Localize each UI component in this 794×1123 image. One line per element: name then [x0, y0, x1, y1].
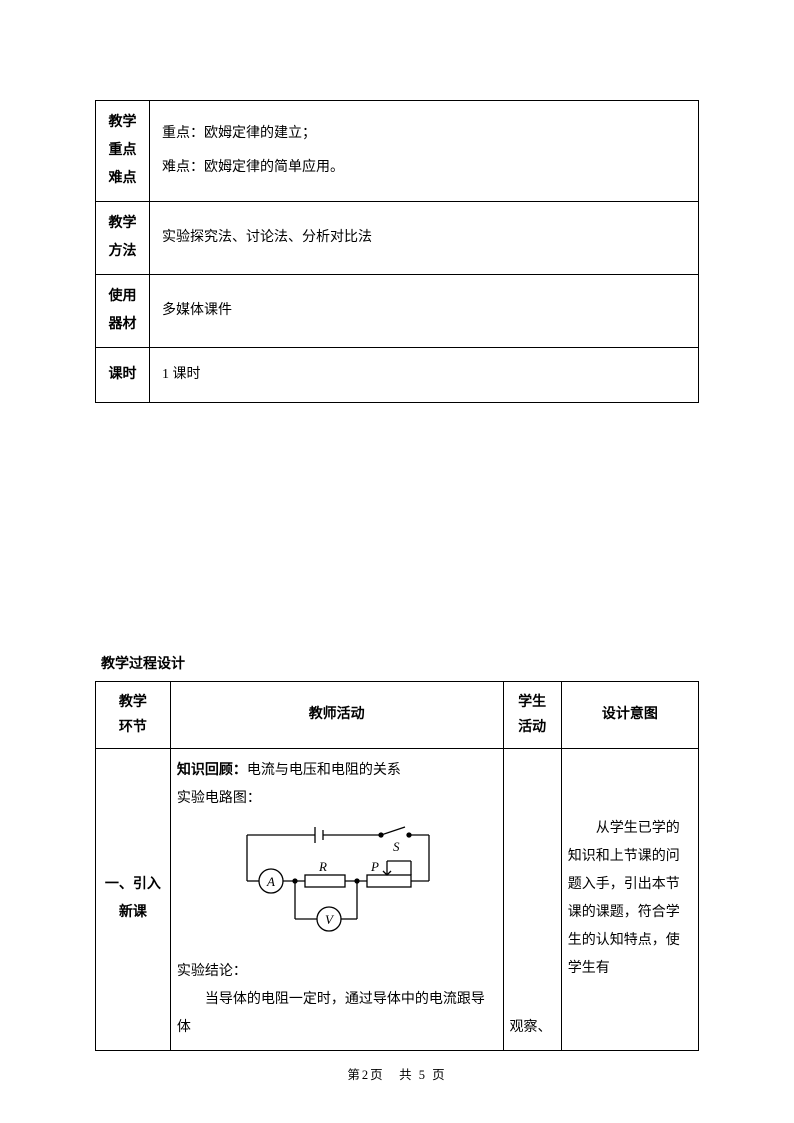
- footer-current: 2: [362, 1068, 370, 1082]
- section-title: 教学过程设计: [101, 653, 699, 673]
- label-a: A: [266, 874, 275, 889]
- row-content: 重点：欧姆定律的建立；难点：欧姆定律的简单应用。: [150, 101, 699, 202]
- table-row: 教学重点难点 重点：欧姆定律的建立；难点：欧姆定律的简单应用。: [96, 101, 699, 202]
- label-text: 使用器材: [109, 289, 137, 332]
- label-text: 教学方法: [109, 216, 137, 259]
- header-text: 设计意图: [602, 707, 658, 722]
- row-label: 教学重点难点: [96, 101, 150, 202]
- footer-prefix: 第: [347, 1068, 362, 1082]
- student-text: 观察、: [510, 1020, 552, 1035]
- table-row: 使用器材 多媒体课件: [96, 275, 699, 348]
- content-text: 多媒体课件: [162, 303, 232, 318]
- row-content: 多媒体课件: [150, 275, 699, 348]
- header-intent: 设计意图: [561, 681, 698, 748]
- footer-suffix: 页: [427, 1068, 447, 1082]
- table-row: 课时 1 课时: [96, 348, 699, 403]
- header-text: 教师活动: [309, 707, 365, 722]
- teacher-line: 实验电路图：: [177, 785, 497, 813]
- label-s: S: [393, 839, 400, 854]
- page-footer: 第2页 共 5 页: [0, 1064, 794, 1083]
- teacher-line: 当导体的电阻一定时，通过导体中的电流跟导体: [177, 986, 497, 1042]
- intent-text: 从学生已学的知识和上节课的问题入手，引出本节课的课题，符合学生的认知特点，使学生…: [568, 821, 680, 976]
- summary-table: 教学重点难点 重点：欧姆定律的建立；难点：欧姆定律的简单应用。 教学方法 实验探…: [95, 100, 699, 403]
- circuit-diagram: S A R P V: [177, 819, 497, 948]
- label-p: P: [370, 859, 379, 874]
- intent-cell: 从学生已学的知识和上节课的问题入手，引出本节课的课题，符合学生的认知特点，使学生…: [561, 748, 698, 1050]
- teacher-line: 知识回顾：电流与电压和电阻的关系: [177, 757, 497, 785]
- row-label: 使用器材: [96, 275, 150, 348]
- row-label: 课时: [96, 348, 150, 403]
- circuit-svg: S A R P V: [219, 819, 455, 937]
- row-content: 1 课时: [150, 348, 699, 403]
- content-text: 实验探究法、讨论法、分析对比法: [162, 230, 372, 245]
- label-r: R: [318, 859, 327, 874]
- table-row: 教学方法 实验探究法、讨论法、分析对比法: [96, 202, 699, 275]
- table-header-row: 教学环节 教师活动 学生活动 设计意图: [96, 681, 699, 748]
- teacher-line: 实验结论：: [177, 958, 497, 986]
- stage-text: 一、引入新课: [105, 877, 161, 920]
- process-table: 教学环节 教师活动 学生活动 设计意图 一、引入新课 知识回顾：电流与电压和电阻…: [95, 681, 699, 1051]
- header-stage: 教学环节: [96, 681, 171, 748]
- teacher-lead-rest: 电流与电压和电阻的关系: [247, 763, 401, 778]
- label-text: 教学重点难点: [109, 115, 137, 186]
- content-text: 1 课时: [162, 367, 201, 382]
- header-teacher: 教师活动: [170, 681, 503, 748]
- teacher-cell: 知识回顾：电流与电压和电阻的关系 实验电路图：: [170, 748, 503, 1050]
- teacher-lead-bold: 知识回顾：: [177, 763, 247, 778]
- label-text: 课时: [109, 367, 137, 382]
- footer-total: 5: [419, 1068, 427, 1082]
- row-content: 实验探究法、讨论法、分析对比法: [150, 202, 699, 275]
- header-student: 学生活动: [503, 681, 561, 748]
- content-text: 重点：欧姆定律的建立；难点：欧姆定律的简单应用。: [162, 126, 344, 175]
- student-cell: 观察、: [503, 748, 561, 1050]
- footer-mid: 页 共: [370, 1068, 419, 1082]
- header-text: 学生活动: [518, 695, 546, 735]
- label-v: V: [325, 912, 335, 927]
- stage-cell: 一、引入新课: [96, 748, 171, 1050]
- row-label: 教学方法: [96, 202, 150, 275]
- table-row: 一、引入新课 知识回顾：电流与电压和电阻的关系 实验电路图：: [96, 748, 699, 1050]
- header-text: 教学环节: [119, 695, 147, 735]
